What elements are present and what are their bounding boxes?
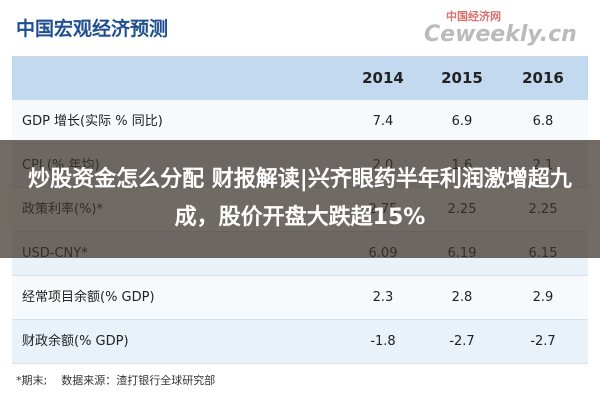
column-header: 2015 — [441, 69, 483, 87]
row-label: 经常项目余额(% GDP) — [22, 290, 155, 305]
table-header: 2014 2015 2016 — [12, 56, 588, 100]
cell-value: 2.3 — [372, 290, 394, 305]
footnote: *期末; 数据来源：渣打银行全球研究部 — [16, 374, 216, 387]
column-header: 2014 — [362, 69, 404, 87]
cell-value: -2.7 — [530, 334, 556, 349]
column-header: 2016 — [522, 69, 564, 87]
row-label: GDP 增长(实际 % 同比) — [22, 114, 163, 129]
cell-value: 2.9 — [532, 290, 554, 305]
table-row: GDP 增长(实际 % 同比) 7.4 6.9 6.8 — [12, 100, 588, 144]
cell-value: -1.8 — [370, 334, 396, 349]
table-row: 经常项目余额(% GDP) 2.3 2.8 2.9 — [12, 276, 588, 320]
table-row: 财政余额(% GDP) -1.8 -2.7 -2.7 — [12, 320, 588, 364]
watermark-top: 中国经济网 — [446, 10, 501, 23]
cell-value: 6.9 — [451, 114, 473, 129]
banner-title[interactable]: 炒股资金怎么分配 财报解读|兴齐眼药半年利润激增超九成，股价开盘大跌超15% — [28, 167, 572, 230]
cell-value: -2.7 — [449, 334, 475, 349]
header-title: 中国宏观经济预测 — [16, 18, 169, 40]
cell-value: 7.4 — [372, 114, 394, 129]
watermark: Ceweekly.cn — [424, 22, 577, 47]
cell-value: 6.8 — [532, 114, 554, 129]
cell-value: 2.8 — [451, 290, 473, 305]
row-label: 财政余额(% GDP) — [22, 334, 129, 349]
banner[interactable]: 炒股资金怎么分配 财报解读|兴齐眼药半年利润激增超九成，股价开盘大跌超15% — [0, 140, 600, 258]
